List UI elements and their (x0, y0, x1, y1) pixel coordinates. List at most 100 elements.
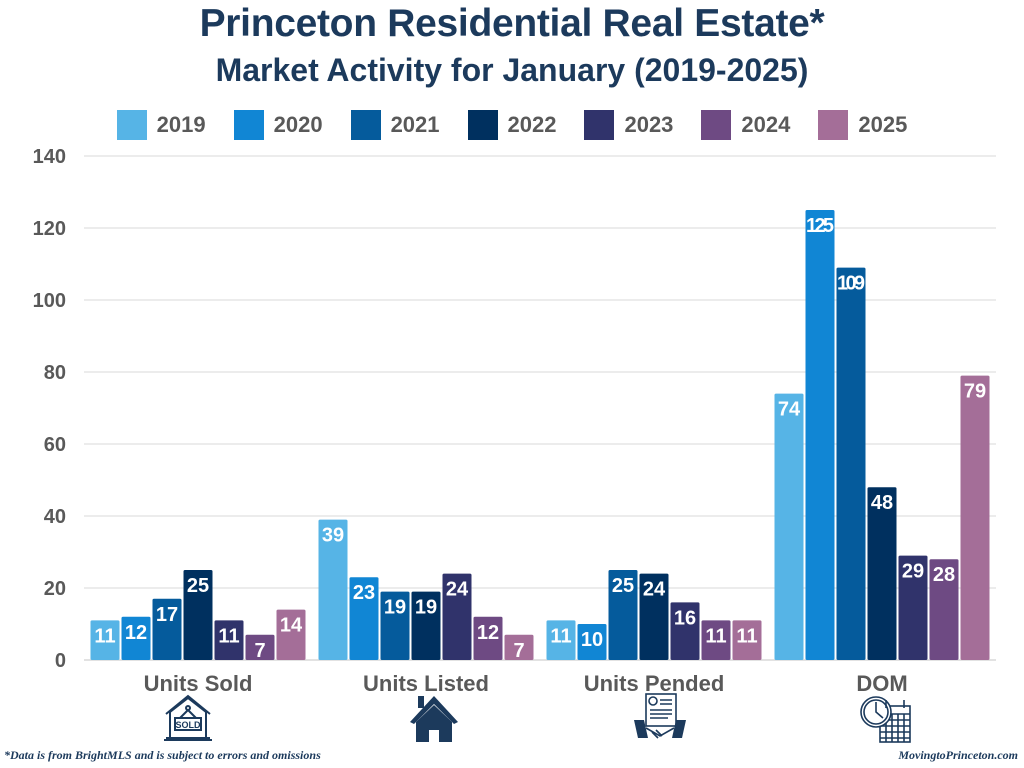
y-tick-label: 140 (33, 146, 66, 168)
data-label: 11 (94, 625, 115, 647)
bar-2020-units-sold (121, 616, 151, 660)
data-label: 28 (933, 564, 955, 586)
legend-item-2021: 2021 (350, 110, 440, 140)
legend: 2019 2020 2021 2022 2023 2024 2025 (0, 110, 1024, 140)
bar-2021-units-sold (152, 598, 182, 660)
legend-swatch (701, 110, 732, 140)
y-tick-label: 80 (44, 362, 66, 384)
bar-2023-units-listed (442, 573, 472, 660)
bar-2023-units-pended (670, 602, 700, 660)
house-icon (410, 696, 458, 742)
data-label: 10 (581, 629, 603, 651)
legend-swatch (584, 110, 615, 140)
data-label: 12 (477, 622, 499, 644)
data-label: 14 (280, 615, 303, 637)
clock-calendar-icon (860, 696, 911, 743)
bar-2020-units-listed (349, 577, 379, 660)
legend-label: 2021 (390, 112, 440, 137)
data-label: 12 (125, 622, 147, 644)
data-label: 11 (705, 625, 726, 647)
bar-2022-units-sold (183, 570, 213, 660)
bar-2024-dom (929, 559, 959, 660)
chart-subtitle: Market Activity for January (2019-2025) (215, 52, 809, 88)
legend-item-2024: 2024 (701, 110, 790, 140)
bar-2021-dom (836, 267, 866, 660)
data-label: 25 (612, 575, 634, 597)
data-label: 19 (415, 597, 437, 619)
sold-sign-icon: SOLD (164, 694, 212, 741)
bar-2025-dom (960, 375, 990, 660)
y-tick-label: 120 (33, 218, 66, 240)
contract-handshake-icon (634, 693, 686, 739)
bar-2025-units-sold (276, 609, 306, 660)
y-tick-label: 40 (44, 506, 66, 528)
x-category-label: Units Sold (144, 671, 253, 696)
bar-2021-units-pended (608, 570, 638, 660)
data-label: 74 (778, 399, 801, 421)
legend-item-2020: 2020 (233, 110, 323, 140)
footnote: *Data is from BrightMLS and is subject t… (4, 748, 321, 762)
legend-swatch (818, 110, 849, 140)
legend-item-2025: 2025 (818, 110, 907, 140)
y-tick-label: 20 (44, 578, 66, 600)
legend-item-2019: 2019 (116, 110, 206, 140)
data-label: 23 (353, 582, 375, 604)
bar-2021-units-listed (380, 591, 410, 660)
bar-2023-dom (898, 555, 928, 660)
legend-label: 2025 (858, 112, 908, 137)
data-label: 24 (643, 579, 666, 601)
x-category-label: Units Pended (584, 671, 725, 696)
bar-2025-units-listed (504, 634, 534, 660)
data-label: 24 (446, 579, 469, 601)
legend-label: 2022 (507, 112, 557, 137)
x-category-label: Units Listed (363, 671, 489, 696)
bar-2019-units-listed (318, 519, 348, 660)
data-label: 25 (187, 575, 209, 597)
bar-2020-dom (805, 210, 835, 660)
bar-2019-dom (774, 393, 804, 660)
data-label: 19 (384, 597, 406, 619)
legend-label: 2019 (156, 112, 206, 137)
bar-2022-dom (867, 487, 897, 660)
bar-2022-units-pended (639, 573, 669, 660)
bar-2022-units-listed (411, 591, 441, 660)
data-label: 11 (218, 625, 239, 647)
x-category-label: DOM (856, 671, 907, 696)
y-tick-label: 60 (44, 434, 66, 456)
legend-label: 2024 (741, 112, 791, 137)
site-credit: MovingtoPrinceton.com (898, 748, 1018, 762)
bar-2023-units-sold (214, 620, 244, 660)
data-label: 48 (871, 492, 893, 514)
data-label: 11 (736, 625, 757, 647)
data-label: 79 (964, 381, 986, 403)
bar-2020-units-pended (577, 624, 607, 660)
legend-label: 2020 (273, 112, 323, 137)
legend-label: 2023 (624, 112, 674, 137)
data-label: 109 (837, 273, 865, 295)
y-tick-label: 100 (33, 290, 66, 312)
data-label: 7 (254, 640, 265, 662)
chart-title: Princeton Residential Real Estate* (199, 2, 825, 45)
data-label: 29 (902, 561, 924, 583)
data-label: 39 (322, 525, 344, 547)
legend-swatch (116, 110, 147, 140)
bar-2025-units-pended (732, 620, 762, 660)
data-label: 7 (513, 640, 524, 662)
bar-2024-units-sold (245, 634, 275, 660)
legend-item-2022: 2022 (467, 110, 557, 140)
svg-text:SOLD: SOLD (175, 720, 201, 730)
legend-swatch (350, 110, 381, 140)
bar-2024-units-pended (701, 620, 731, 660)
y-tick-label: 0 (55, 650, 66, 672)
data-label: 16 (674, 607, 696, 629)
legend-item-2023: 2023 (584, 110, 673, 140)
legend-swatch (233, 110, 264, 140)
bar-2019-units-pended (546, 620, 576, 660)
data-label: 11 (550, 625, 571, 647)
data-label: 17 (156, 604, 178, 626)
bar-2019-units-sold (90, 620, 120, 660)
data-label: 125 (806, 215, 834, 237)
legend-swatch (467, 110, 498, 140)
bar-2024-units-listed (473, 616, 503, 660)
